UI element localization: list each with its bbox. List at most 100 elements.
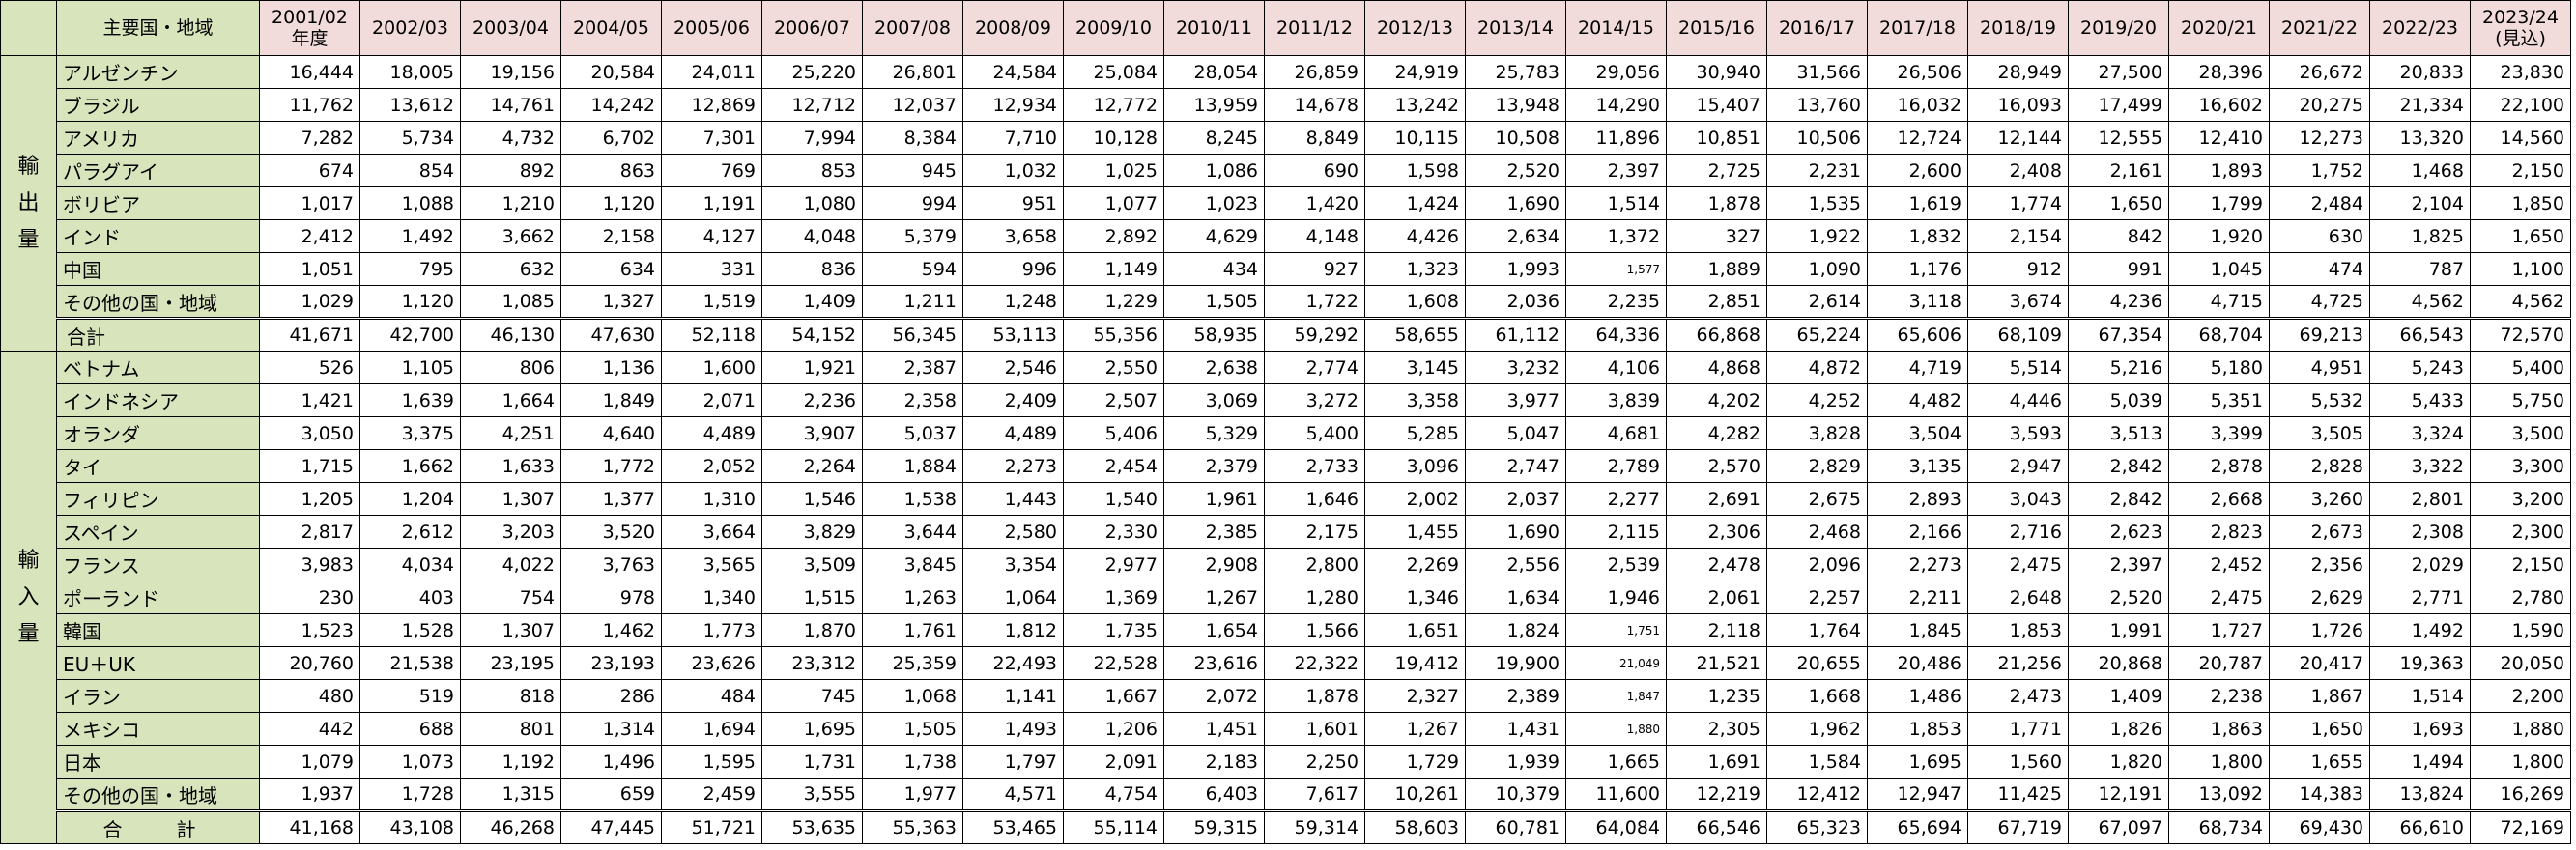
value-cell: 3,658 bbox=[962, 219, 1064, 253]
header-year: 2001/02 年度 bbox=[259, 0, 360, 56]
value-cell: 3,260 bbox=[2269, 482, 2370, 516]
value-cell: 2,691 bbox=[1666, 482, 1767, 516]
value-cell: 4,489 bbox=[962, 416, 1064, 450]
value-cell: 12,191 bbox=[2068, 778, 2169, 811]
value-cell: 2,379 bbox=[1163, 449, 1265, 483]
value-cell: 59,292 bbox=[1264, 317, 1365, 352]
value-cell: 2,264 bbox=[761, 449, 863, 483]
value-cell: 1,761 bbox=[862, 613, 963, 647]
value-cell: 12,869 bbox=[661, 88, 762, 122]
value-cell: 1,752 bbox=[2269, 154, 2370, 187]
value-cell: 42,700 bbox=[359, 317, 461, 352]
value-cell: 1,346 bbox=[1364, 581, 1466, 614]
value-cell: 26,672 bbox=[2269, 55, 2370, 89]
value-cell: 4,426 bbox=[1364, 219, 1466, 253]
value-cell: 1,315 bbox=[460, 778, 561, 811]
header-region-label: 主要国・地域 bbox=[56, 0, 260, 56]
value-cell: 1,494 bbox=[2369, 745, 2471, 779]
value-cell: 4,489 bbox=[661, 416, 762, 450]
header-year: 2022/23 bbox=[2369, 0, 2471, 56]
group-label: 輸 入 量 bbox=[0, 351, 57, 844]
value-cell: 1,409 bbox=[761, 285, 863, 319]
value-cell: 2,235 bbox=[1565, 285, 1667, 319]
value-cell: 68,734 bbox=[2168, 809, 2270, 844]
value-cell: 66,543 bbox=[2369, 317, 2471, 352]
value-cell: 836 bbox=[761, 252, 863, 286]
value-cell: 484 bbox=[661, 679, 762, 713]
value-cell: 7,617 bbox=[1264, 778, 1365, 811]
value-cell: 1,455 bbox=[1364, 515, 1466, 549]
value-cell: 5,285 bbox=[1364, 416, 1466, 450]
value-cell: 2,452 bbox=[2168, 548, 2270, 581]
value-cell: 1,176 bbox=[1867, 252, 1968, 286]
value-cell: 1,764 bbox=[1766, 613, 1868, 647]
value-cell: 403 bbox=[359, 581, 461, 614]
value-cell: 2,389 bbox=[1465, 679, 1566, 713]
value-cell: 2,892 bbox=[1063, 219, 1164, 253]
value-cell: 3,520 bbox=[560, 515, 662, 549]
value-cell: 3,907 bbox=[761, 416, 863, 450]
value-cell: 1,045 bbox=[2168, 252, 2270, 286]
value-cell: 55,363 bbox=[862, 809, 963, 844]
value-cell: 688 bbox=[359, 712, 461, 746]
value-cell: 3,977 bbox=[1465, 383, 1566, 417]
value-cell: 1,451 bbox=[1163, 712, 1265, 746]
value-cell: 1,191 bbox=[661, 186, 762, 220]
value-cell: 16,269 bbox=[2470, 778, 2571, 811]
value-cell: 2,733 bbox=[1264, 449, 1365, 483]
table-row: イラン 480 519 818 286 484 745 1,068 1,141 1,667 2,07… bbox=[1, 679, 2571, 713]
value-cell: 2,580 bbox=[962, 515, 1064, 549]
value-cell: 67,097 bbox=[2068, 809, 2169, 844]
value-cell: 28,949 bbox=[1967, 55, 2069, 89]
header-year: 2013/14 bbox=[1465, 0, 1566, 56]
header-year: 2011/12 bbox=[1264, 0, 1365, 56]
header-year: 2018/19 bbox=[1967, 0, 2069, 56]
value-cell: 55,356 bbox=[1063, 317, 1164, 352]
value-cell: 4,202 bbox=[1666, 383, 1767, 417]
value-cell: 1,023 bbox=[1163, 186, 1265, 220]
value-cell: 2,634 bbox=[1465, 219, 1566, 253]
value-cell: 1,832 bbox=[1867, 219, 1968, 253]
value-cell: 1,136 bbox=[560, 351, 662, 384]
value-cell: 16,602 bbox=[2168, 88, 2270, 122]
header-year: 2002/03 bbox=[359, 0, 461, 56]
value-cell: 12,947 bbox=[1867, 778, 1968, 811]
value-cell: 69,430 bbox=[2269, 809, 2370, 844]
value-cell: 474 bbox=[2269, 252, 2370, 286]
table-row: 日本 1,079 1,073 1,192 1,496 1,595 1,731 1,738 1,7… bbox=[1, 745, 2571, 779]
value-cell: 1,850 bbox=[2470, 186, 2571, 220]
region-name: ボリビア bbox=[56, 186, 260, 220]
value-cell: 20,417 bbox=[2269, 646, 2370, 680]
value-cell: 4,562 bbox=[2470, 285, 2571, 319]
value-cell: 3,983 bbox=[259, 548, 360, 581]
value-cell: 1,650 bbox=[2068, 186, 2169, 220]
value-cell: 3,358 bbox=[1364, 383, 1466, 417]
value-cell: 4,106 bbox=[1565, 351, 1667, 384]
header-corner-cell bbox=[0, 0, 57, 56]
value-cell: 1,149 bbox=[1063, 252, 1164, 286]
value-cell: 6,702 bbox=[560, 121, 662, 155]
value-cell: 2,072 bbox=[1163, 679, 1265, 713]
value-cell: 1,420 bbox=[1264, 186, 1365, 220]
value-cell: 1,090 bbox=[1766, 252, 1868, 286]
value-cell: 2,308 bbox=[2369, 515, 2471, 549]
value-cell: 3,118 bbox=[1867, 285, 1968, 319]
value-cell: 5,329 bbox=[1163, 416, 1265, 450]
value-cell: 1,853 bbox=[1967, 613, 2069, 647]
value-cell: 1,514 bbox=[2369, 679, 2471, 713]
region-name: タイ bbox=[56, 449, 260, 483]
table-row: アメリカ 7,282 5,734 4,732 6,702 7,301 7,994 8,384 7… bbox=[1, 121, 2571, 155]
value-cell: 2,774 bbox=[1264, 351, 1365, 384]
value-cell: 2,061 bbox=[1666, 581, 1767, 614]
value-cell: 1,204 bbox=[359, 482, 461, 516]
value-cell: 1,772 bbox=[560, 449, 662, 483]
value-cell: 2,623 bbox=[2068, 515, 2169, 549]
value-cell: 2,273 bbox=[962, 449, 1064, 483]
value-cell: 4,629 bbox=[1163, 219, 1265, 253]
value-cell: 11,762 bbox=[259, 88, 360, 122]
value-cell: 1,937 bbox=[259, 778, 360, 811]
value-cell: 66,868 bbox=[1666, 317, 1767, 352]
value-cell: 1,893 bbox=[2168, 154, 2270, 187]
value-cell: 1,211 bbox=[862, 285, 963, 319]
value-cell: 67,719 bbox=[1967, 809, 2069, 844]
